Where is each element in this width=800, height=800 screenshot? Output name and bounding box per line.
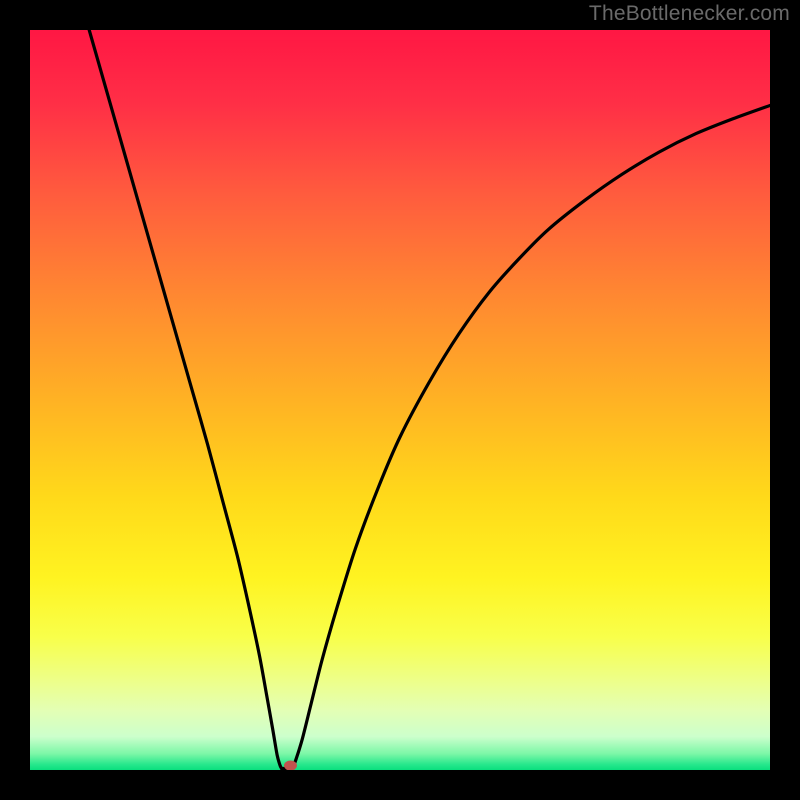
chart-frame: TheBottlenecker.com (0, 0, 800, 800)
chart-plot-area (30, 30, 770, 770)
chart-svg (30, 30, 770, 770)
chart-background (30, 30, 770, 770)
watermark-text: TheBottlenecker.com (589, 2, 790, 26)
